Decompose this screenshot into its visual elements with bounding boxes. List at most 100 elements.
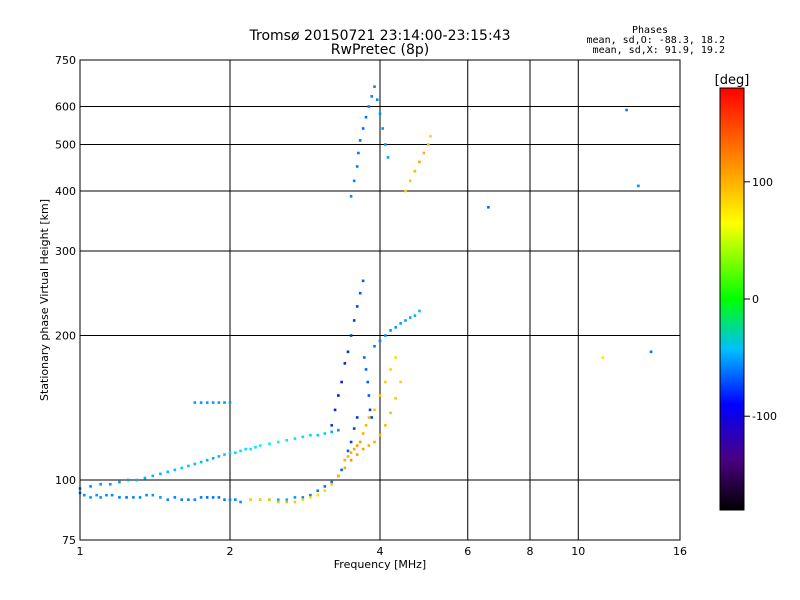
point-s6-0 [373,344,376,348]
point-s4-1 [346,455,350,458]
point-s6-3 [389,329,392,332]
point-s5-15 [368,408,372,412]
point-s1-35 [330,430,334,434]
point-s4-12 [389,368,392,371]
point-s3-13 [349,458,353,462]
colorbar-label: [deg] [715,73,750,88]
point-s1-14 [193,462,197,466]
colorbar-tick-label-1: 0 [752,293,759,306]
stats-x: mean, sd,X: 91.9, 19.2 [593,45,725,56]
point-s1-13 [187,464,190,468]
point-s7-14 [386,156,390,159]
point-s1-3 [108,482,112,486]
point-s5-11 [362,356,366,359]
point-s1-4 [118,480,121,484]
point-s4-7 [364,424,368,427]
point-s9-1 [625,108,628,112]
point-s0-3 [95,493,98,497]
x-tick-label-1: 2 [227,545,234,558]
stats-header: Phases [632,25,668,36]
point-s7-2 [355,165,359,168]
point-s5-10 [361,279,365,283]
point-s0-9 [132,496,135,499]
point-s5-13 [366,380,370,384]
point-s3-3 [276,500,280,504]
point-s1-8 [151,474,155,478]
x-tick-label-3: 6 [464,545,471,558]
point-s5-16 [370,416,374,419]
point-s1-33 [316,433,320,437]
point-s4-13 [394,356,397,359]
point-s4-9 [373,408,376,412]
point-s1-31 [301,435,305,439]
y-tick-label-1: 100 [55,474,76,487]
point-s5-5 [346,350,350,354]
point-s3-22 [399,380,402,384]
point-s6-4 [394,326,397,329]
point-s0-30 [276,498,280,501]
point-s1-32 [309,433,312,437]
point-s3-15 [361,447,365,451]
point-s3-7 [309,496,312,499]
point-s4-5 [358,440,362,444]
point-s1-24 [249,447,252,451]
point-s3-4 [285,500,289,504]
point-s6-7 [408,316,412,319]
point-s1-36 [337,428,340,432]
point-s3-20 [389,411,392,415]
point-s5-1 [333,408,337,412]
y-tick-label-3: 300 [55,245,76,258]
colorbar-tick-label-0: 100 [752,176,773,189]
point-s0-32 [293,496,297,499]
point-s5-14 [367,394,371,397]
point-s6-2 [384,334,387,337]
point-s7-7 [367,105,371,108]
point-s1-5 [126,478,130,482]
point-s5-7 [352,319,356,322]
point-s5-2 [337,394,340,397]
point-s1-7 [143,476,147,480]
x-axis-label: Frequency [MHz] [334,558,426,571]
point-s1-10 [166,470,170,474]
point-s2-4 [217,401,221,404]
point-s3-19 [384,424,387,427]
point-s3-21 [394,397,397,400]
y-tick-label-7: 750 [55,54,76,67]
point-s4-0 [343,458,347,462]
point-s0-23 [223,498,226,501]
point-s1-21 [234,451,237,455]
point-s0-14 [166,498,170,501]
point-s4-4 [355,444,359,447]
point-s2-3 [211,401,215,404]
point-s0-35 [316,489,320,493]
point-s9-0 [487,205,490,209]
point-s7-8 [370,95,374,98]
point-s0-31 [285,498,289,501]
point-s0-36 [323,485,327,488]
point-s7-10 [375,98,379,101]
colorbar-ticks: 100 0 -100 [744,176,777,423]
point-s0-10 [138,496,142,499]
point-s1-15 [199,460,203,464]
point-s0-4 [99,496,102,499]
y-tick-label-5: 500 [55,139,76,152]
point-s7-1 [352,179,356,183]
point-s1-22 [239,449,242,453]
point-s0-17 [187,498,190,501]
point-s1-20 [228,451,232,455]
chart-subtitle: RwPretec (8p) [331,42,429,58]
colorbar [719,87,745,511]
point-s7-4 [358,139,362,142]
point-s3-9 [323,489,327,493]
x-tick-label-4: 8 [527,545,534,558]
point-s1-2 [99,482,102,486]
point-s3-0 [249,498,252,501]
colorbar-tick-label-2: -100 [752,410,777,423]
point-s0-22 [217,496,221,499]
point-s7-9 [373,85,376,88]
grid [80,60,680,540]
point-s4-3 [352,447,356,451]
point-s1-28 [276,440,280,444]
point-s5-8 [355,305,359,308]
point-s1-23 [244,447,247,451]
